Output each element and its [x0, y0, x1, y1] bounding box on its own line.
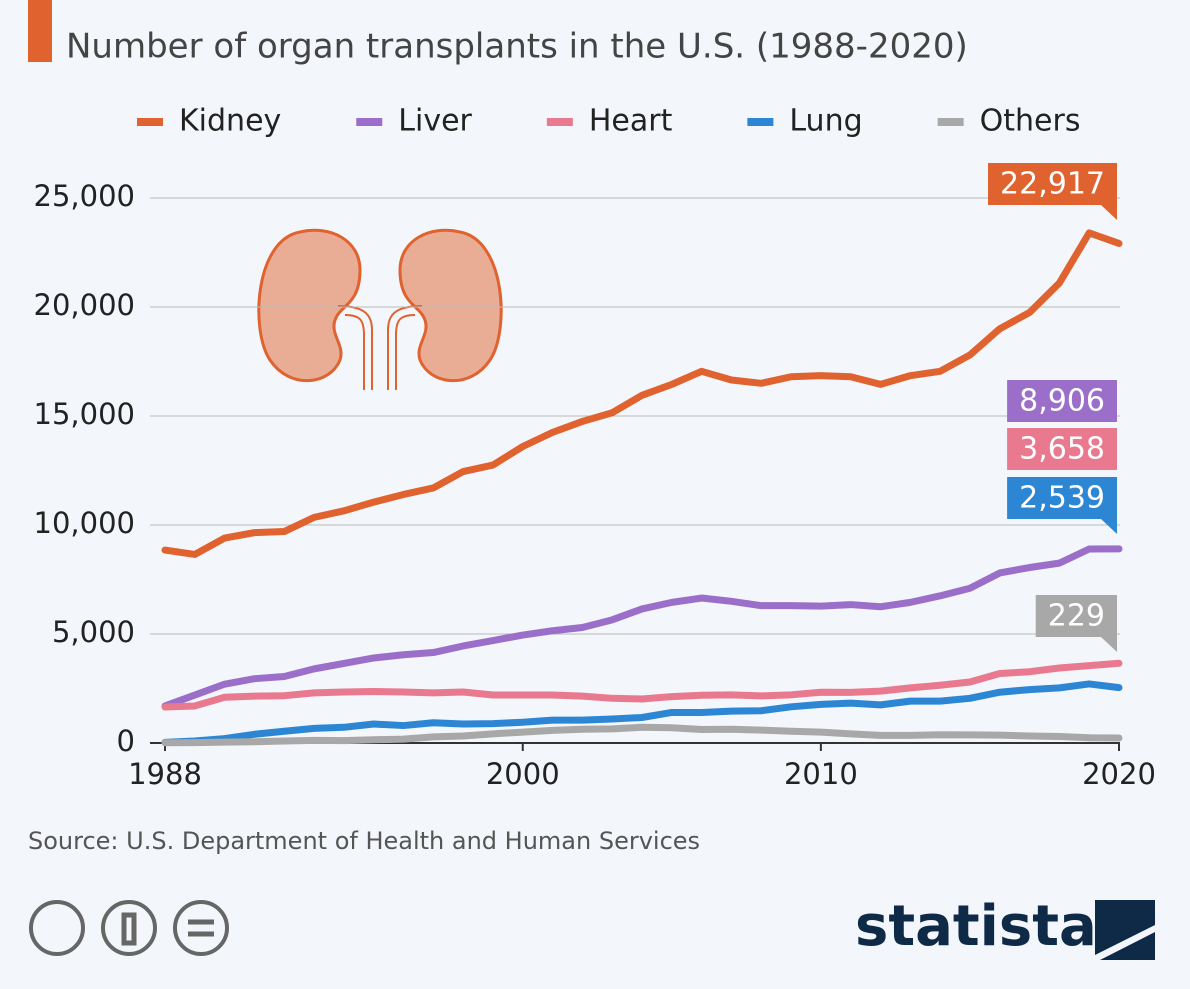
value-label: 3,658 [1007, 428, 1117, 470]
value-label-text: 3,658 [1019, 432, 1105, 467]
legend-label: Lung [789, 104, 862, 139]
title-accent [28, 0, 52, 62]
series-line [161, 229, 1123, 558]
value-label: 2,539 [1007, 477, 1117, 534]
x-tick-label: 2010 [784, 757, 858, 791]
value-label-pointer [1101, 205, 1117, 220]
y-tick-label: 10,000 [34, 506, 135, 540]
logo-mark [1095, 900, 1155, 960]
source: Source: U.S. Department of Health and Hu… [28, 827, 700, 855]
value-label: 22,917 [988, 163, 1117, 220]
logo: statista [855, 894, 1097, 959]
y-tick-label: 15,000 [34, 397, 135, 431]
x-tick-label: 1988 [128, 757, 202, 791]
value-label-box [1007, 428, 1117, 470]
value-label-text: 229 [1048, 599, 1105, 634]
value-label-pointer [1101, 637, 1117, 652]
chart-title: Number of organ transplants in the U.S. … [66, 27, 968, 67]
legend-label: Liver [398, 104, 472, 139]
value-label-text: 8,906 [1019, 384, 1105, 419]
legend-label: Heart [589, 104, 673, 139]
value-label-box [1007, 380, 1117, 422]
series-line [161, 680, 1123, 746]
series-line [161, 723, 1123, 747]
y-tick-label: 20,000 [34, 288, 135, 322]
value-label-text: 2,539 [1019, 481, 1105, 516]
value-label-box [1035, 595, 1117, 637]
kidney-icon [257, 228, 503, 390]
x-tick-label: 2000 [486, 757, 560, 791]
y-tick-label: 5,000 [52, 615, 135, 649]
series-line [161, 545, 1123, 710]
y-tick-label: 0 [117, 724, 135, 758]
value-label-pointer [1101, 519, 1117, 534]
value-label: 8,906 [1007, 380, 1117, 422]
legend-label: Others [980, 104, 1081, 139]
series-line [161, 659, 1123, 711]
x-tick-label: 2020 [1082, 757, 1156, 791]
value-label-box [988, 163, 1117, 205]
legend-label: Kidney [179, 104, 281, 139]
value-label-text: 22,917 [1000, 167, 1105, 202]
license-icons [29, 900, 229, 956]
value-label-box [1007, 477, 1117, 519]
y-tick-label: 25,000 [34, 179, 135, 213]
value-label: 229 [1035, 595, 1117, 652]
